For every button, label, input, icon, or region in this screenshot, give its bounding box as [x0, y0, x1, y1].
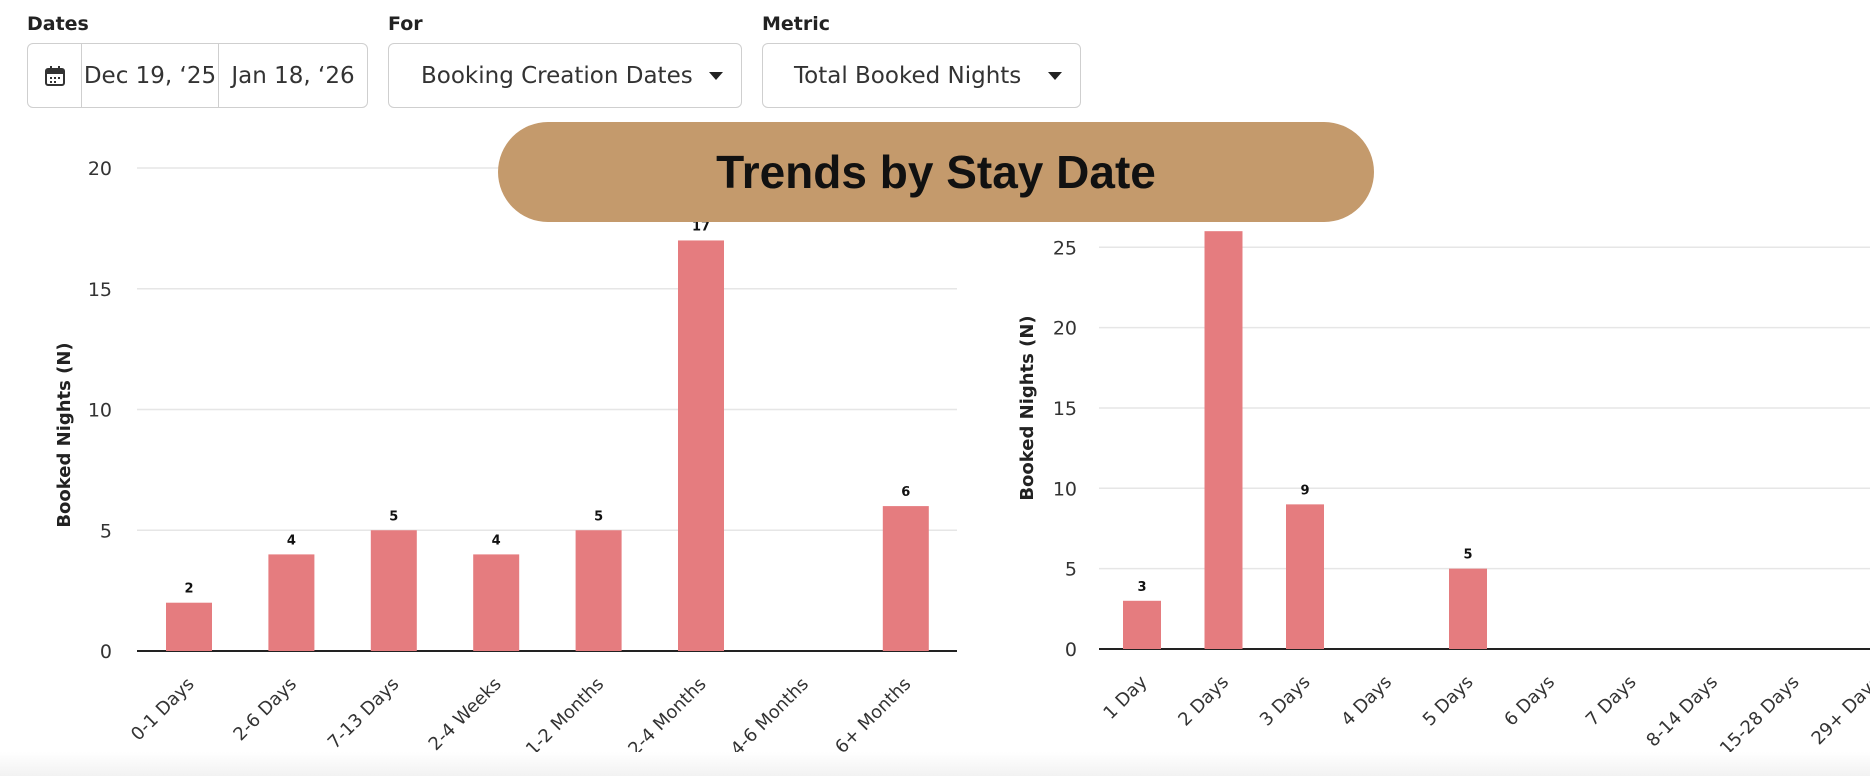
start-date-field[interactable]: Dec 19, ‘25 [82, 44, 219, 107]
caret-down-icon [1048, 71, 1062, 80]
chart-1: 0 5 10 15 20 Booked Nights (N) 2 0-1 Days 4 2-6 D… [54, 158, 957, 760]
bar [166, 602, 212, 651]
banner-title: Trends by Stay Date [498, 122, 1374, 222]
chart-2: 0 5 10 15 20 25 Booked Nights (N) 3 1 Day 2 Days 9… [1017, 231, 1870, 759]
bar [1286, 504, 1324, 649]
data-label: 5 [389, 509, 398, 524]
y-tick-label: 0 [100, 641, 112, 663]
x-tick-label: 29+ Days [1808, 672, 1870, 750]
y-tick-label: 15 [88, 279, 112, 301]
bottom-shadow [0, 752, 1870, 776]
x-tick-label: 7 Days [1582, 672, 1641, 731]
y-tick-label: 5 [1065, 559, 1077, 581]
metric-label: Metric [762, 13, 831, 35]
x-tick-label: 1 Day [1099, 671, 1151, 723]
x-tick-label: 2-4 Weeks [425, 674, 506, 755]
bar [882, 506, 929, 651]
caret-down-icon [709, 71, 723, 80]
bar [473, 554, 520, 651]
data-label: 5 [594, 509, 603, 524]
x-tick-label: 2 Days [1174, 672, 1233, 731]
data-label: 4 [287, 533, 296, 548]
x-tick-label: 0-1 Days [127, 674, 198, 745]
y-tick-label: 10 [88, 400, 112, 422]
bar [1449, 568, 1487, 649]
metric-select-value: Total Booked Nights [794, 62, 1022, 89]
end-date-field[interactable]: Jan 18, ‘26 [231, 62, 355, 89]
x-tick-label: 7-13 Days [324, 674, 404, 754]
y-tick-label: 0 [1065, 639, 1077, 661]
x-tick-label: 3 Days [1256, 672, 1315, 731]
date-range-picker: Dec 19, ‘25 Jan 18, ‘26 [27, 43, 368, 108]
y-tick-label: 15 [1053, 398, 1077, 420]
data-label: 4 [492, 533, 501, 548]
bar [678, 240, 724, 651]
calendar-button[interactable] [28, 44, 82, 107]
data-label: 6 [901, 485, 910, 500]
bar [268, 554, 315, 651]
bar [370, 530, 417, 651]
y-tick-label: 20 [88, 158, 112, 180]
dates-label: Dates [27, 13, 89, 35]
filter-bar: Dates For Metric Dec 19, ‘25 Jan 18, ‘26… [0, 0, 1870, 120]
metric-select[interactable]: Total Booked Nights [762, 43, 1081, 108]
bar [575, 530, 622, 651]
x-tick-label: 4 Days [1337, 672, 1396, 731]
y-tick-label: 20 [1053, 318, 1077, 340]
x-tick-label: 6+ Months [831, 674, 915, 758]
x-tick-label: 5 Days [1419, 672, 1478, 731]
x-tick-label: 2-6 Days [229, 674, 300, 745]
data-label: 5 [1463, 548, 1472, 563]
data-label: 17 [692, 219, 710, 234]
x-tick-label: 6 Days [1500, 672, 1559, 731]
x-tick-label: 15-28 Days [1716, 672, 1804, 760]
x-tick-label: 2-4 Months [624, 674, 710, 760]
data-label: 2 [184, 582, 193, 597]
y-tick-label: 10 [1053, 478, 1077, 500]
bar [1204, 231, 1243, 649]
x-tick-label: 1-2 Months [522, 674, 608, 760]
x-tick-label: 4-6 Months [727, 674, 813, 760]
data-label: 3 [1137, 580, 1146, 595]
for-label: For [388, 13, 423, 35]
x-tick-label: 8-14 Days [1642, 672, 1722, 752]
data-label: 9 [1300, 483, 1309, 498]
calendar-icon [44, 65, 65, 86]
y-axis-label: Booked Nights (N) [1017, 315, 1038, 500]
bar [1123, 600, 1161, 649]
y-tick-label: 25 [1053, 237, 1077, 259]
y-tick-label: 5 [100, 520, 112, 542]
for-select[interactable]: Booking Creation Dates [388, 43, 742, 108]
for-select-value: Booking Creation Dates [421, 62, 693, 89]
y-axis-label: Booked Nights (N) [54, 342, 75, 527]
